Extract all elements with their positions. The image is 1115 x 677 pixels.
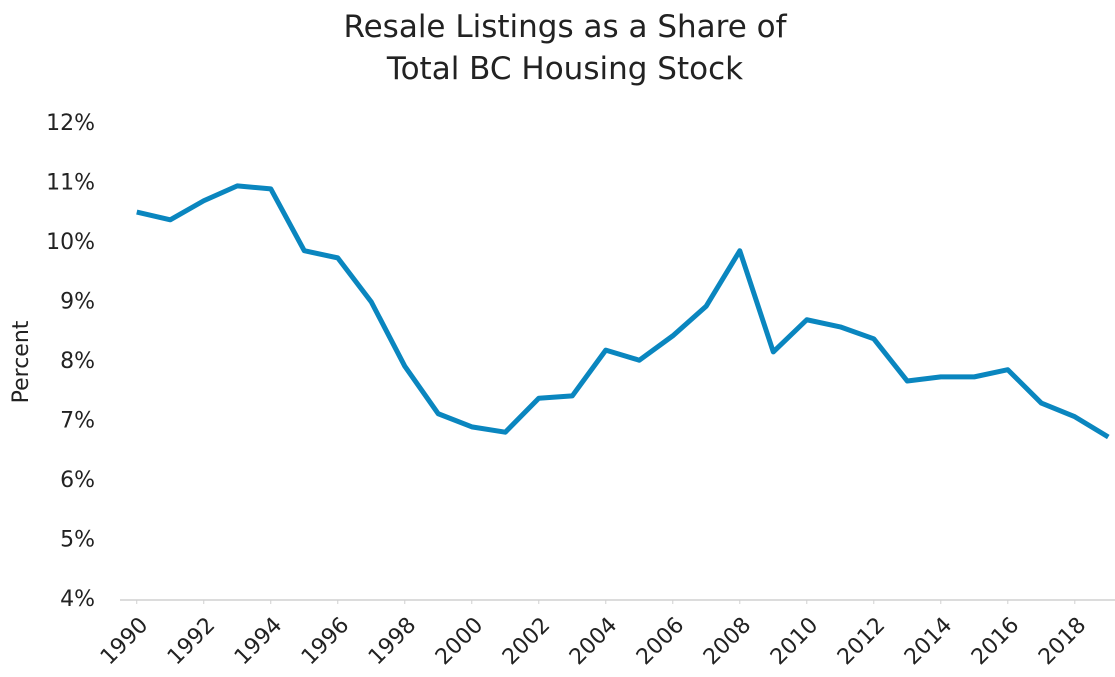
- y-tick-label: 7%: [60, 409, 95, 434]
- x-tick-label: 1994: [230, 613, 287, 670]
- y-axis-label: Percent: [9, 320, 34, 403]
- line-series: [136, 183, 1110, 440]
- x-tick-label: 1990: [96, 613, 153, 670]
- y-tick-label: 5%: [60, 528, 95, 553]
- y-tick-label: 8%: [60, 349, 95, 374]
- x-tick-label: 2010: [766, 613, 823, 670]
- y-tick-label: 6%: [60, 468, 95, 493]
- x-tick-label: 2004: [565, 613, 622, 670]
- chart-title: Resale Listings as a Share of Total BC H…: [343, 9, 787, 87]
- x-tick-label: 2006: [632, 613, 689, 670]
- x-tick-label: 2014: [900, 613, 957, 670]
- x-tick-label: 1998: [364, 613, 421, 670]
- y-tick-label: 11%: [46, 171, 95, 196]
- y-tick-label: 9%: [60, 290, 95, 315]
- x-tick-label: 2012: [833, 613, 890, 670]
- x-tick-label: 2002: [498, 613, 555, 670]
- x-tick-label: 2008: [699, 613, 756, 670]
- x-tick-label: 2016: [967, 613, 1024, 670]
- y-tick-label: 10%: [46, 230, 95, 255]
- y-tick-label: 4%: [60, 587, 95, 612]
- x-tick-label: 2018: [1034, 613, 1091, 670]
- x-tick-label: 1992: [163, 613, 220, 670]
- y-tick-label: 12%: [46, 111, 95, 136]
- x-tick-label: 1996: [297, 613, 354, 670]
- x-tick-label: 2000: [431, 613, 488, 670]
